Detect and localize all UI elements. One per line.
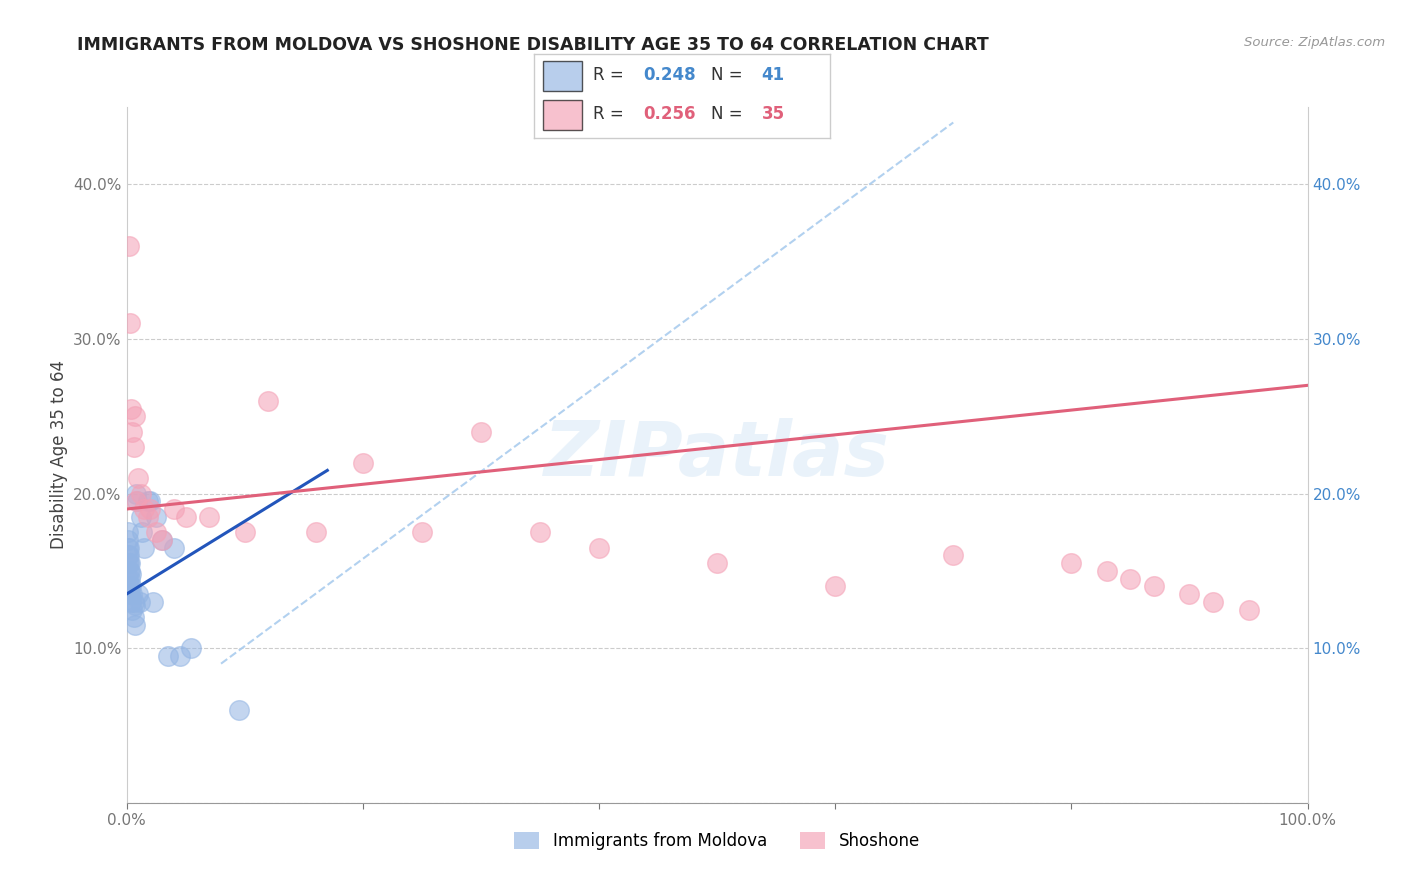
Point [136, 494, 159, 508]
FancyBboxPatch shape [543, 100, 582, 130]
Point [117, 525, 139, 540]
Point [131, 525, 153, 540]
Point [163, 541, 186, 555]
Point [120, 595, 142, 609]
Legend: Immigrants from Moldova, Shoshone: Immigrants from Moldova, Shoshone [508, 826, 927, 857]
Point [1178, 587, 1201, 601]
Point [118, 579, 141, 593]
Text: Source: ZipAtlas.com: Source: ZipAtlas.com [1244, 36, 1385, 49]
Point [706, 556, 728, 570]
Text: ZIPatlas: ZIPatlas [544, 418, 890, 491]
Point [942, 549, 965, 563]
Text: N =: N = [711, 105, 748, 123]
Point [129, 486, 152, 500]
FancyBboxPatch shape [543, 62, 582, 91]
Point [125, 486, 148, 500]
Point [127, 587, 149, 601]
Point [124, 409, 146, 424]
Point [1119, 572, 1142, 586]
Point [174, 509, 197, 524]
Point [121, 602, 143, 616]
Point [118, 239, 141, 253]
Point [1143, 579, 1166, 593]
Point [134, 541, 156, 555]
Point [145, 525, 167, 540]
Point [134, 502, 156, 516]
Point [117, 572, 139, 586]
Point [129, 509, 152, 524]
Point [150, 533, 173, 547]
Point [257, 393, 280, 408]
Text: 0.256: 0.256 [644, 105, 696, 123]
Point [824, 579, 846, 593]
Point [124, 598, 146, 612]
Point [1237, 602, 1260, 616]
Point [1095, 564, 1118, 578]
Point [121, 425, 143, 439]
Point [128, 595, 150, 609]
Point [156, 648, 179, 663]
Point [122, 440, 145, 454]
Point [1060, 556, 1083, 570]
Point [150, 533, 173, 547]
Point [304, 525, 326, 540]
Text: 0.248: 0.248 [644, 66, 696, 84]
Text: N =: N = [711, 66, 748, 84]
Point [118, 556, 141, 570]
Point [470, 425, 492, 439]
Point [122, 595, 145, 609]
Point [1202, 595, 1225, 609]
Text: R =: R = [593, 66, 630, 84]
Point [233, 525, 256, 540]
Y-axis label: Disability Age 35 to 64: Disability Age 35 to 64 [49, 360, 67, 549]
Point [411, 525, 433, 540]
Point [120, 566, 142, 581]
Point [352, 456, 374, 470]
Point [124, 618, 146, 632]
Point [180, 641, 202, 656]
Point [588, 541, 610, 555]
Point [118, 549, 141, 563]
Point [120, 579, 142, 593]
Point [127, 494, 149, 508]
Point [121, 587, 143, 601]
Point [120, 401, 142, 416]
Point [136, 509, 159, 524]
Text: R =: R = [593, 105, 630, 123]
Point [145, 509, 167, 524]
Point [139, 494, 162, 508]
Point [117, 556, 139, 570]
Point [120, 317, 142, 331]
Point [122, 610, 145, 624]
Point [139, 502, 162, 516]
Point [120, 556, 142, 570]
Point [120, 587, 142, 601]
Text: IMMIGRANTS FROM MOLDOVA VS SHOSHONE DISABILITY AGE 35 TO 64 CORRELATION CHART: IMMIGRANTS FROM MOLDOVA VS SHOSHONE DISA… [77, 36, 988, 54]
Point [117, 549, 139, 563]
Point [169, 648, 191, 663]
Text: 41: 41 [762, 66, 785, 84]
Point [120, 572, 142, 586]
Point [125, 494, 148, 508]
Point [198, 509, 221, 524]
Point [117, 541, 139, 555]
Point [117, 533, 139, 547]
Point [529, 525, 551, 540]
Point [228, 703, 250, 717]
Point [120, 564, 142, 578]
Point [163, 502, 186, 516]
Point [127, 471, 149, 485]
Text: 35: 35 [762, 105, 785, 123]
Point [141, 595, 163, 609]
Point [118, 541, 141, 555]
Point [118, 564, 141, 578]
